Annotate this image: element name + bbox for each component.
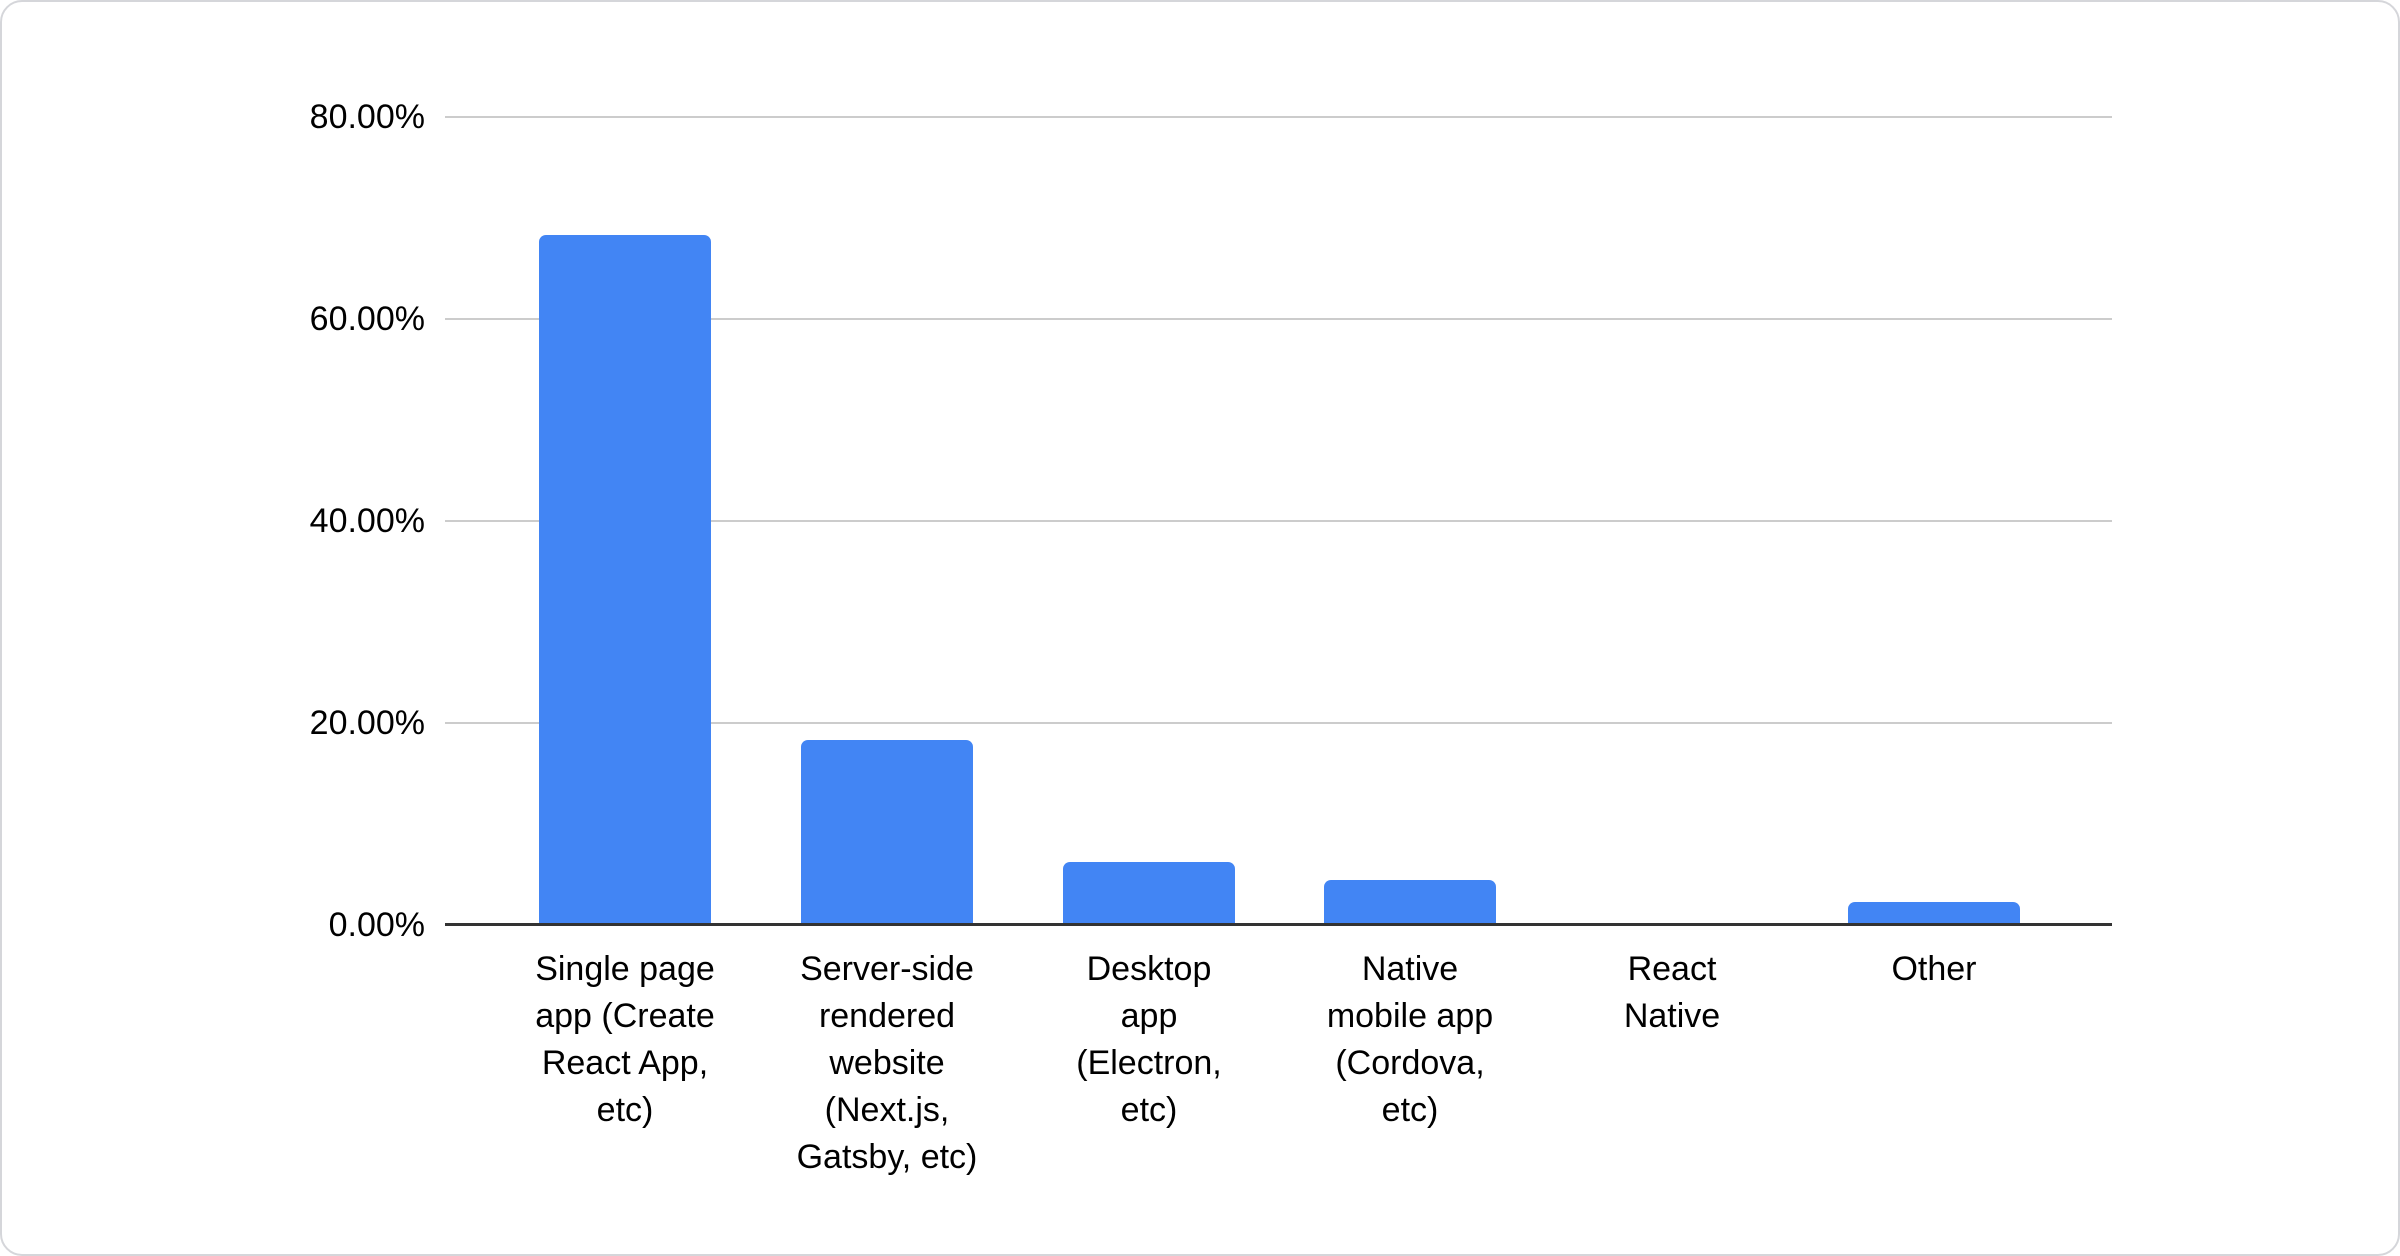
x-axis-label-line: app (1120, 997, 1178, 1035)
y-axis-label: 20.00% (309, 704, 425, 742)
x-axis-label-line: (Cordova, (1335, 1044, 1485, 1082)
gridline (445, 520, 2112, 522)
x-axis-label: Server-side rendered website (Next.js, Gatsb… (727, 946, 1047, 1181)
x-axis-label-line: website (829, 1044, 945, 1082)
x-axis-label-line: Native (1361, 950, 1459, 988)
x-axis-label: Other (1774, 946, 2094, 993)
gridline (445, 318, 2112, 320)
x-axis-label-line: (Electron, (1076, 1044, 1222, 1082)
gridline (445, 116, 2112, 118)
x-axis-label-line: (Next.js, (824, 1091, 950, 1129)
bar (801, 740, 973, 925)
x-axis-label-line: Gatsby, etc) (796, 1138, 978, 1176)
x-axis-label-line: etc) (1381, 1091, 1439, 1129)
x-axis-label-line: rendered (818, 997, 956, 1035)
x-axis-label: Desktop app (Electron, etc) (989, 946, 1309, 1134)
x-axis-label-line: React (1627, 950, 1717, 988)
x-axis-label-line: Single page (535, 950, 715, 988)
y-axis-label: 40.00% (309, 502, 425, 540)
x-axis-label-line: React App, (541, 1044, 709, 1082)
x-axis-label-line: Server-side (800, 950, 974, 988)
bar (1848, 902, 2020, 925)
y-axis-label: 0.00% (328, 906, 425, 944)
plot-area: Single page app (Create React App, etc) Serv… (445, 116, 2112, 1176)
x-axis-label-line: app (Create (535, 997, 715, 1035)
x-axis-label-line: Desktop (1086, 950, 1212, 988)
x-axis-label: Single page app (Create React App, etc) (465, 946, 785, 1134)
x-axis-label-line: Native (1623, 997, 1721, 1035)
x-axis-label-line: mobile app (1326, 997, 1494, 1035)
y-axis-label: 80.00% (309, 98, 425, 136)
x-axis-label: Native mobile app (Cordova, etc) (1250, 946, 1570, 1134)
x-axis-label-line: Other (1891, 950, 1977, 988)
y-axis-label: 60.00% (309, 300, 425, 338)
x-axis-label: React Native (1512, 946, 1832, 1040)
bar (1324, 880, 1496, 925)
x-axis-label-line: etc) (596, 1091, 654, 1129)
bar (1063, 862, 1235, 925)
bar (539, 235, 711, 925)
x-axis-label-line: etc) (1120, 1091, 1178, 1129)
gridline (445, 722, 2112, 724)
x-axis-line (445, 923, 2112, 926)
